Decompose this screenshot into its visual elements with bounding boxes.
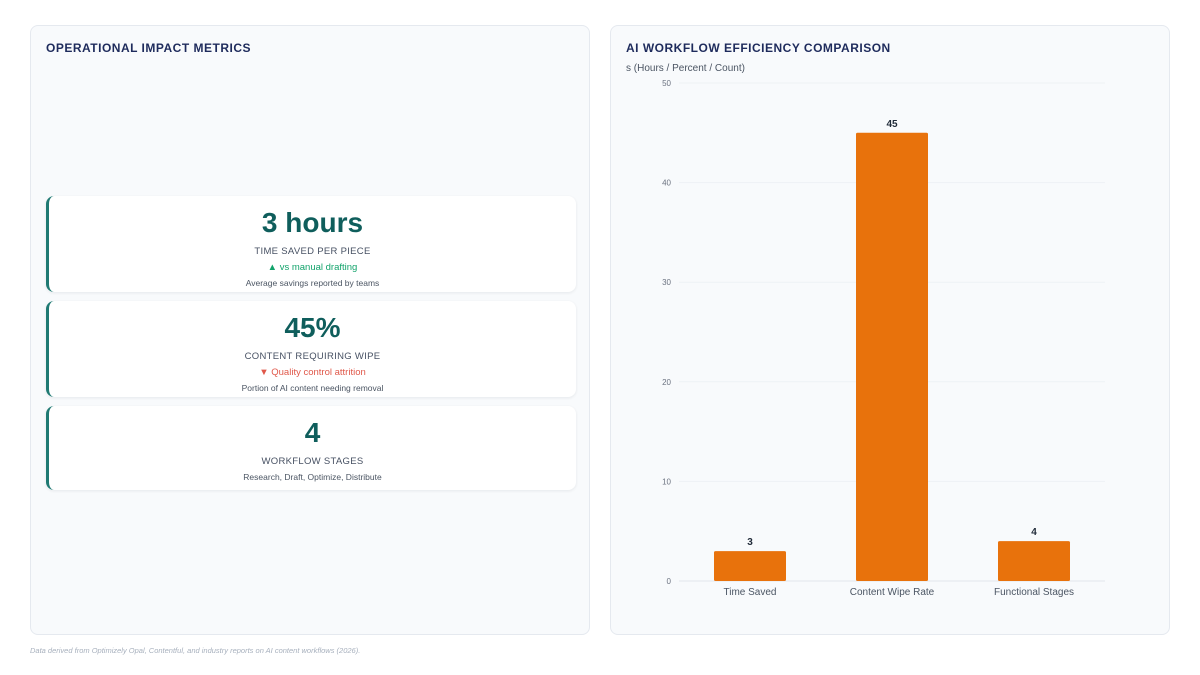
y-axis-label: s (Hours / Percent / Count) [626, 63, 745, 74]
bar-data-label: 4 [1031, 527, 1037, 538]
x-tick-label: Time Saved [724, 587, 777, 598]
bar [998, 541, 1070, 581]
y-tick-label: 20 [662, 378, 671, 387]
y-tick-label: 50 [662, 79, 671, 88]
x-tick-label: Content Wipe Rate [850, 587, 935, 598]
metric-value: 45% [284, 312, 341, 343]
metric-trend-up: ▲ vs manual drafting [267, 262, 358, 273]
metric-value: 3 hours [261, 207, 364, 238]
metric-note: Portion of AI content needing removal [241, 383, 384, 393]
left-panel-title: OPERATIONAL IMPACT METRICS [46, 41, 251, 55]
operational-impact-panel: OPERATIONAL IMPACT METRICS 3 hours TIME … [30, 25, 590, 635]
metric-trend-down: ▼ Quality control attrition [259, 367, 366, 378]
metric-card-content-wipe: 45% CONTENT REQUIRING WIPE ▼ Quality con… [46, 301, 576, 397]
bar [714, 551, 786, 581]
bar-data-label: 3 [747, 537, 753, 548]
metric-label: CONTENT REQUIRING WIPE [244, 351, 381, 362]
source-footnote: Data derived from Optimizely Opal, Conte… [30, 646, 361, 655]
metric-label: WORKFLOW STAGES [261, 456, 364, 467]
y-tick-label: 40 [662, 179, 671, 188]
metric-note: Research, Draft, Optimize, Distribute [243, 472, 382, 482]
bar-data-label: 45 [886, 119, 898, 130]
metric-note: Average savings reported by teams [245, 278, 380, 288]
metric-card-time-saved: 3 hours TIME SAVED PER PIECE ▲ vs manual… [46, 196, 576, 292]
y-tick-label: 0 [667, 577, 672, 586]
metric-label: TIME SAVED PER PIECE [254, 246, 371, 257]
y-tick-label: 30 [662, 278, 671, 287]
metric-card-workflow-stages: 4 WORKFLOW STAGES Research, Draft, Optim… [46, 406, 576, 490]
bar [856, 132, 928, 582]
bar-chart: 0 10 20 30 40 50 3 Time Saved 45 Content Wipe Rat… [662, 79, 1105, 598]
y-tick-label: 10 [662, 477, 671, 486]
metric-cards: 3 hours TIME SAVED PER PIECE ▲ vs manual… [46, 196, 576, 499]
metric-value: 4 [304, 417, 321, 448]
right-panel-title: AI WORKFLOW EFFICIENCY COMPARISON [626, 41, 891, 55]
x-tick-label: Functional Stages [994, 587, 1074, 598]
efficiency-comparison-panel: AI WORKFLOW EFFICIENCY COMPARISON s (Hou… [610, 25, 1170, 635]
